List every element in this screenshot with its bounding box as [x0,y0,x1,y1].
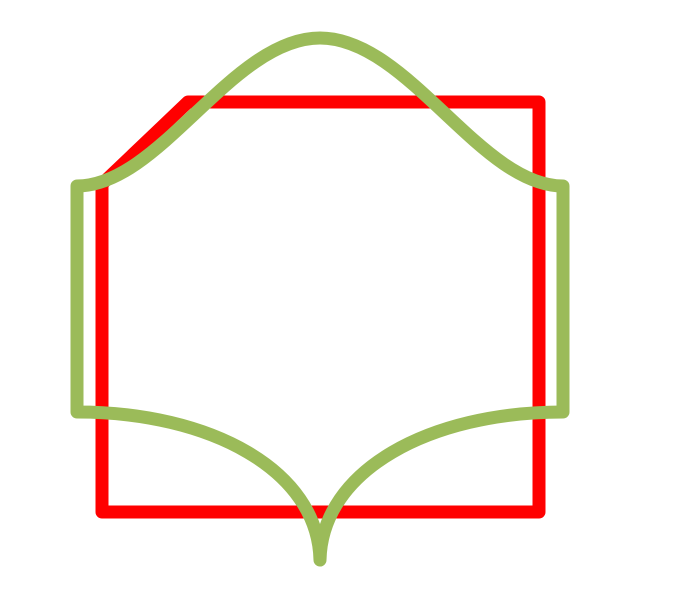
green-curved-outline [70,31,570,567]
